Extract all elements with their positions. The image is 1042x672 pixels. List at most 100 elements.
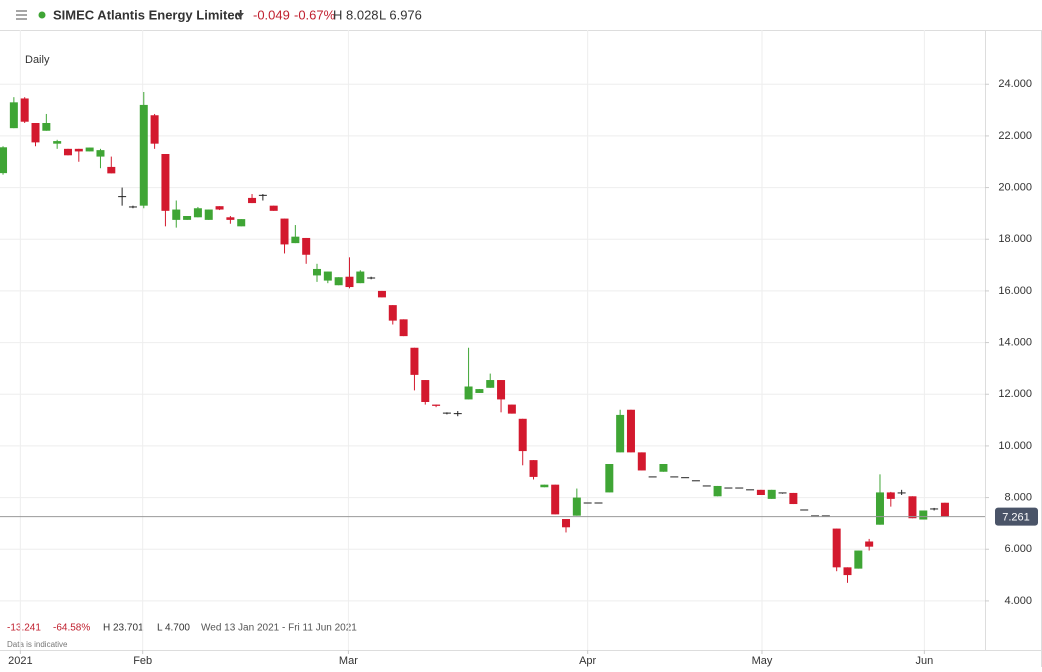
dropdown-caret[interactable] [236,13,244,18]
candle-body [886,492,895,499]
candle-body [626,409,635,453]
y-tick-label: 20.000 [998,181,1032,193]
header-bar [0,0,1042,30]
candle-body [919,510,928,520]
x-tick-label: May [752,655,773,667]
candle-body [42,123,51,131]
footer-high: H 23.701 [103,623,144,634]
y-tick-label: 16.000 [998,285,1032,297]
candle-body [9,102,18,129]
candle-body [464,386,473,400]
footer-range: Wed 13 Jan 2021 - Fri 11 Jun 2021 [201,623,357,634]
grid [0,30,985,650]
candle-body [659,464,668,472]
candle-body [551,484,560,515]
x-tick-label: Feb [133,655,152,667]
y-tick-label: 22.000 [998,130,1032,142]
candle-body [713,485,722,497]
footer-note: Data is indicative [7,640,68,649]
instrument-title[interactable]: SIMEC Atlantis Energy Limited [53,7,243,22]
candle-body [107,166,116,174]
candle-body [572,497,581,516]
y-tick-label: 10.000 [998,440,1032,452]
candle-body [421,380,430,402]
candle-body [637,452,646,471]
candle-body [248,197,257,204]
y-tick-label: 4.000 [1004,595,1032,607]
last-price-box [995,507,1038,526]
candle-body [540,484,549,488]
candle-body [139,104,148,206]
candle-body [63,148,72,156]
header-low: L 6.976 [379,7,422,22]
candle-body [507,404,516,414]
candle-body [865,541,874,547]
candle-body [323,271,332,281]
candle-body [226,217,235,220]
candle-body [53,141,62,144]
menu-icon[interactable] [16,10,27,20]
candle-body [334,277,343,286]
candle-body [193,208,202,218]
candle-body [183,216,192,220]
candles [0,92,949,583]
footer-change-pct: -64.58% [53,623,90,634]
candle-body [150,115,159,144]
candle-body [313,268,322,276]
candle-body [345,276,354,288]
x-tick-label: Apr [579,655,596,667]
header-high: H 8.028 [333,7,379,22]
y-tick-label: 18.000 [998,233,1032,245]
last-price-label: 7.261 [1002,512,1030,524]
candle-body [96,150,105,157]
x-tick-label: 2021 [8,655,32,667]
y-tick-label: 12.000 [998,388,1032,400]
candle-body [74,148,83,152]
candle-body [789,492,798,505]
candle-body [377,290,386,298]
y-tick-label: 14.000 [998,336,1032,348]
candle-body [388,305,397,321]
candle-body [940,502,949,517]
footer-change: -13.241 [7,623,41,634]
candle-body [854,550,863,569]
y-tick-label: 6.000 [1004,543,1032,555]
candle-body [529,460,538,477]
candle-body [302,237,311,255]
candle-body [432,404,441,406]
candle-body [85,147,94,152]
candle-body [518,418,527,452]
y-tick-label: 8.000 [1004,491,1032,503]
candle-body [908,496,917,519]
candle-body [756,489,765,495]
y-tick-label: 24.000 [998,78,1032,90]
header-change-pct: -0.67% [294,7,336,22]
candle-body [616,414,625,453]
candle-body [399,319,408,337]
candle-body [356,271,365,284]
candle-body [875,492,884,525]
candle-body [172,209,181,220]
candle-body [280,218,289,245]
status-dot [38,11,46,19]
candle-body [832,528,841,568]
candle-body [215,206,224,210]
candle-body [843,567,852,576]
candle-body [20,98,29,122]
candle-body [605,464,614,493]
interval-label: Daily [25,54,50,66]
candle-body [767,489,776,499]
candle-body [475,389,484,393]
candle-body [497,380,506,400]
candle-body [562,519,571,528]
header-change: -0.049 [253,7,290,22]
candle-body [204,209,213,220]
candle-body [269,205,278,211]
footer-low: L 4.700 [157,623,190,634]
candle-body [161,154,170,211]
candle-body [486,380,495,388]
x-tick-label: Mar [339,655,358,667]
candle-body [31,123,40,143]
candle-body [237,219,246,227]
